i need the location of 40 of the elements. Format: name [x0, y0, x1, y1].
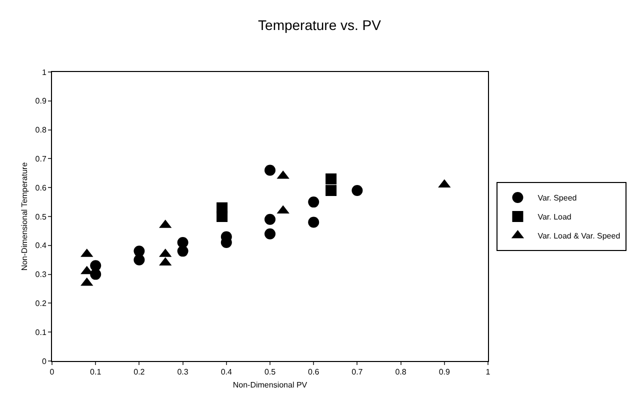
x-tick-label: 0.9	[438, 368, 451, 377]
y-tick-label: 0.9	[35, 96, 47, 106]
y-tick-label: 0.2	[35, 299, 47, 308]
x-tick-label: 1	[486, 368, 491, 377]
x-tick-label: 0.6	[308, 368, 320, 377]
point	[326, 173, 337, 184]
y-tick-label: 0.4	[35, 241, 47, 250]
point	[264, 214, 276, 225]
point	[177, 246, 188, 257]
x-tick-label: 0.5	[264, 368, 276, 377]
x-axis-title: Non-Dimensional PV	[232, 380, 308, 390]
x-tick-label: 0	[50, 368, 55, 377]
x-tick-label: 0.3	[177, 368, 189, 377]
point	[352, 184, 363, 196]
y-tick-label: 0.7	[35, 154, 47, 164]
point	[264, 164, 276, 176]
legend-label: Var. Speed	[538, 194, 577, 203]
x-tick-label: 0.2	[134, 368, 146, 377]
x-tick-label: 0.1	[90, 368, 102, 377]
legend-label: Var. Load & Var. Speed	[538, 232, 620, 241]
y-axis-title: Non-Dimensional Temperature	[20, 162, 29, 271]
x-tick-label: 0.4	[220, 368, 233, 377]
chart-title: Temperature vs. PV	[258, 16, 382, 33]
y-tick-label: 1	[42, 68, 47, 77]
point	[134, 254, 145, 266]
legend-label: Var. Load	[538, 212, 572, 222]
y-tick-label: 0.6	[35, 183, 47, 192]
y-tick-label: 0.1	[35, 328, 47, 337]
y-tick-label: 0	[42, 356, 47, 366]
y-tick-label: 0.5	[35, 212, 47, 222]
point	[326, 184, 337, 196]
point	[90, 268, 102, 280]
point	[216, 211, 228, 222]
point	[308, 196, 320, 208]
y-tick-label: 0.8	[35, 126, 47, 135]
point	[308, 216, 320, 228]
x-tick-label: 0.8	[395, 368, 407, 377]
y-tick-label: 0.3	[35, 270, 47, 280]
x-tick-label: 0.7	[352, 368, 364, 377]
point	[264, 228, 276, 240]
